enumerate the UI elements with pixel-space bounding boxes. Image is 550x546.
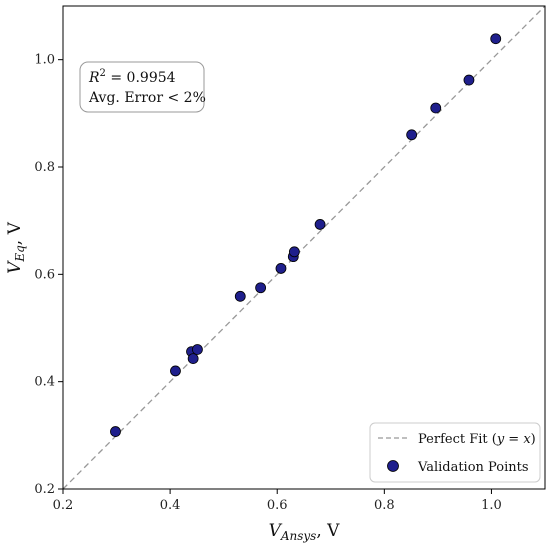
- y-tick-label: 0.6: [34, 267, 55, 282]
- x-tick-label: 0.8: [374, 498, 395, 513]
- legend: Perfect Fit (y = x) Validation Points: [369, 422, 541, 483]
- plot-frame: [62, 5, 546, 490]
- validation-point: [430, 102, 442, 114]
- validation-point: [463, 74, 475, 86]
- perfect-fit-line: [62, 5, 546, 490]
- validation-point: [187, 353, 199, 364]
- data-points: [110, 33, 502, 437]
- annotation-box: R2 = 0.9954 Avg. Error < 2%: [79, 61, 206, 113]
- r-squared-text: R2 = 0.9954: [88, 68, 176, 86]
- y-tick-label: 0.4: [34, 375, 55, 390]
- validation-point: [192, 344, 203, 355]
- validation-point: [170, 365, 181, 377]
- legend-validation-points-swatch: [387, 460, 399, 472]
- y-tick-label: 0.8: [34, 160, 55, 175]
- x-tick-label: 0.6: [267, 498, 288, 513]
- validation-point: [255, 282, 267, 294]
- x-tick-label: 1.0: [481, 498, 502, 513]
- avg-error-text: Avg. Error < 2%: [88, 90, 206, 106]
- y-tick-label: 1.0: [34, 53, 55, 68]
- legend-validation-points-label: Validation Points: [417, 460, 529, 475]
- validation-point: [490, 33, 502, 45]
- legend-perfect-fit-label: Perfect Fit (y = x): [418, 432, 536, 447]
- validation-point: [234, 290, 246, 302]
- y-tick-label: 0.2: [34, 482, 55, 497]
- y-axis-label: VEq, V: [5, 221, 27, 274]
- x-axis-label: VAnsys, V: [269, 521, 341, 543]
- validation-point: [314, 219, 326, 230]
- x-tick-label: 0.4: [160, 498, 181, 513]
- validation-point: [288, 246, 300, 258]
- validation-point: [406, 129, 418, 141]
- x-tick-label: 0.2: [53, 498, 74, 513]
- validation-point: [275, 263, 287, 274]
- validation-point: [110, 426, 121, 437]
- axis-ticks: 0.2 0.4 0.6 0.8 1.0 0.2 0.4 0.6 0.8 1.0: [34, 53, 501, 513]
